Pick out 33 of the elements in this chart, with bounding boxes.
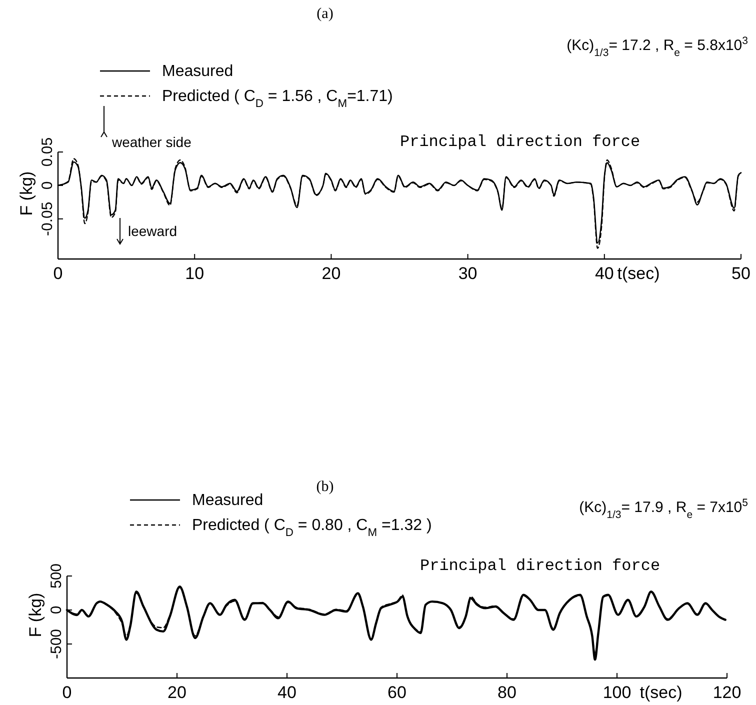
text: weather side xyxy=(111,134,192,150)
y-tick-label: 0 xyxy=(48,606,65,614)
x-axis-title: t(sec) xyxy=(640,683,682,702)
y-tick-label: -0.05 xyxy=(39,202,56,236)
x-tick-label: 40 xyxy=(278,683,296,702)
chart-title: (b) xyxy=(316,479,334,495)
x-tick-label: 120 xyxy=(712,683,742,702)
legend-label: Measured xyxy=(162,63,234,80)
x-tick-label: 30 xyxy=(458,264,478,283)
x-tick-label: 50 xyxy=(732,264,750,283)
text: Principal direction force xyxy=(420,557,660,575)
y-tick-label: -500 xyxy=(48,628,65,660)
x-tick-label: 40 xyxy=(594,264,614,283)
x-axis-title: t(sec) xyxy=(617,264,660,283)
x-tick-label: 80 xyxy=(498,683,516,702)
legend-label: Predicted ( C$_{D}$ = 1.56 , C$_{M}$=1.71) xyxy=(162,88,393,110)
x-tick-label: 20 xyxy=(168,683,186,702)
y-axis-title: F (kg) xyxy=(17,171,36,216)
text: Principal direction force xyxy=(400,133,640,151)
x-tick-label: 100 xyxy=(602,683,632,702)
annotation: leeward xyxy=(128,223,178,239)
legend-label: Predicted ( C$_{D}$ = 0.80 , C$_{M}$ =1.32 ) xyxy=(192,517,432,539)
x-tick-label: 20 xyxy=(322,264,341,283)
y-tick-label: 500 xyxy=(48,563,65,589)
x-tick-label: 10 xyxy=(185,264,204,283)
chart-subtitle: (Kc)$_{1/3}$= 17.2 , R$_{e}$ = 5.8x10$^{3}$ xyxy=(566,35,748,59)
chart-subtitle: (Kc)$_{1/3}$= 17.9 , R$_{e}$ = 7x10$^{5}$ xyxy=(579,497,748,521)
chart-title: (a) xyxy=(316,6,334,22)
y-tick-label: 0 xyxy=(39,181,56,190)
legend-label: Measured xyxy=(192,492,264,509)
x-tick-label: 60 xyxy=(388,683,406,702)
y-axis-title: F (kg) xyxy=(26,592,45,638)
y-tick-label: 0.05 xyxy=(39,137,56,167)
